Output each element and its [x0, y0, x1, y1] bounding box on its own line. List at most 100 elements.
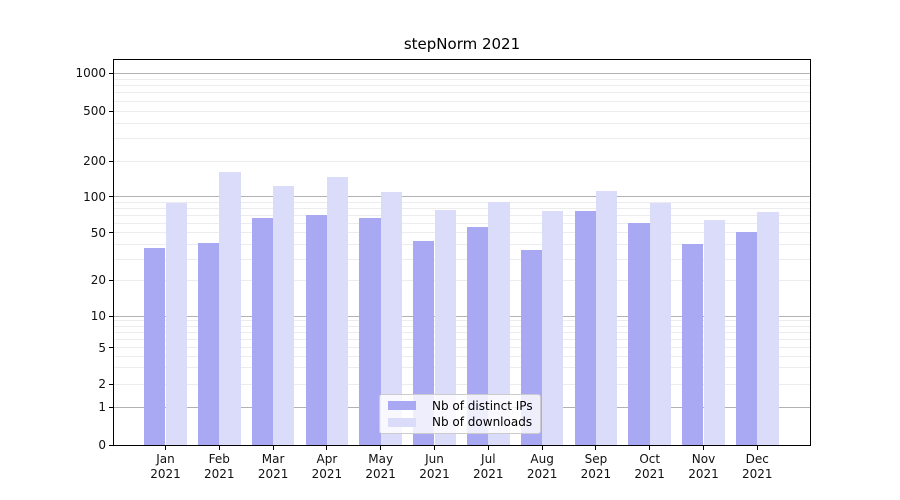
y-axis-tick	[109, 279, 113, 281]
legend-entry-downloads: Nb of downloads	[388, 415, 532, 429]
bar-downloads	[380, 191, 403, 445]
minor-gridline	[114, 100, 810, 102]
minor-gridline	[114, 122, 810, 124]
minor-gridline	[114, 331, 810, 333]
x-axis-tick-label: Dec 2021	[742, 452, 773, 481]
x-axis-tick	[756, 446, 758, 450]
y-axis-tick-label: 200	[83, 154, 106, 168]
bar-downloads	[542, 210, 564, 445]
x-axis-tick-label: May 2021	[365, 452, 396, 481]
bar-distinct-ips	[735, 231, 758, 445]
minor-gridline	[114, 222, 810, 224]
x-axis-tick	[434, 446, 435, 450]
x-axis-tick-label: Apr 2021	[311, 452, 343, 481]
x-axis-tick-label: Feb 2021	[204, 452, 235, 481]
minor-gridline	[114, 78, 810, 80]
y-axis-tick-label: 100	[83, 189, 106, 204]
minor-gridline	[114, 325, 810, 327]
x-axis-tick	[649, 446, 651, 450]
y-axis-tick	[109, 110, 113, 112]
x-axis-tick	[272, 446, 274, 450]
x-axis-tick	[380, 446, 382, 450]
minor-gridline	[114, 207, 810, 209]
y-axis-tick	[109, 315, 113, 317]
legend-swatch-distinct-ips	[388, 401, 416, 411]
y-axis-tick	[109, 72, 113, 74]
minor-gridline	[114, 243, 810, 245]
minor-gridline	[114, 367, 810, 369]
y-axis-tick-label: 20	[90, 273, 106, 287]
minor-gridline	[114, 347, 810, 349]
bar-distinct-ips	[413, 240, 435, 445]
legend-label-downloads: Nb of downloads	[432, 415, 533, 430]
y-axis-tick-label: 50	[90, 225, 106, 240]
minor-gridline	[114, 110, 810, 112]
x-axis-tick-label: Jan 2021	[150, 452, 181, 481]
chart-title: stepNorm 2021	[403, 35, 521, 53]
x-axis-tick-label: Oct 2021	[634, 452, 665, 481]
minor-gridline	[114, 320, 810, 322]
minor-gridline	[114, 201, 810, 203]
minor-gridline	[114, 258, 810, 260]
bar-distinct-ips	[305, 215, 327, 445]
x-axis-tick-label: Jun 2021	[419, 452, 450, 481]
minor-gridline	[114, 138, 810, 140]
plot-area	[113, 59, 811, 446]
x-axis-tick	[218, 446, 220, 450]
minor-gridline	[114, 160, 810, 162]
y-axis-tick-label: 0	[98, 438, 106, 452]
major-gridline	[114, 196, 810, 198]
x-axis-tick-label: Jul 2021	[473, 452, 504, 481]
y-axis-tick-label: 5	[98, 340, 106, 355]
bar-downloads	[757, 211, 779, 445]
legend: Nb of distinct IPs Nb of downloads	[379, 394, 541, 434]
legend-label-distinct-ips: Nb of distinct IPs	[432, 398, 533, 413]
minor-gridline	[114, 232, 810, 234]
y-axis-tick	[109, 232, 113, 234]
major-gridline	[114, 315, 810, 317]
x-axis-tick-label: Nov 2021	[688, 452, 719, 481]
bar-downloads	[273, 186, 295, 445]
x-axis-tick-label: Mar 2021	[257, 452, 289, 481]
legend-swatch-downloads	[388, 417, 416, 427]
x-axis-tick	[487, 446, 489, 450]
bar-downloads	[488, 202, 510, 445]
legend-entry-distinct-ips: Nb of distinct IPs	[388, 398, 533, 413]
x-axis-tick	[165, 446, 166, 450]
bar-distinct-ips	[574, 210, 596, 445]
y-axis-tick	[109, 347, 113, 349]
minor-gridline	[114, 214, 810, 216]
x-axis-tick	[703, 446, 704, 450]
y-axis-tick	[109, 160, 113, 162]
bar-distinct-ips	[682, 244, 704, 445]
minor-gridline	[114, 84, 810, 86]
x-axis-tick	[326, 446, 328, 450]
minor-gridline	[114, 92, 810, 94]
major-gridline	[114, 72, 810, 74]
y-axis-tick	[109, 406, 113, 408]
bar-distinct-ips	[359, 218, 381, 445]
y-axis-tick-label: 2	[98, 377, 106, 391]
x-axis-tick	[541, 446, 543, 450]
bar-downloads	[595, 191, 618, 445]
minor-gridline	[114, 356, 810, 358]
minor-gridline	[114, 383, 810, 385]
bar-downloads	[649, 202, 672, 445]
y-axis-tick	[109, 196, 113, 198]
bar-distinct-ips	[628, 223, 650, 445]
bar-downloads	[434, 210, 456, 445]
bar-distinct-ips	[251, 217, 274, 445]
y-axis-tick-label: 1000	[75, 66, 106, 81]
y-axis-tick-label: 1	[98, 400, 106, 415]
bar-distinct-ips	[466, 226, 489, 445]
y-axis-tick-label: 10	[90, 309, 106, 323]
minor-gridline	[114, 279, 810, 281]
x-axis-tick	[595, 446, 597, 450]
bar-downloads	[165, 203, 187, 445]
x-axis-tick-label: Sep 2021	[580, 452, 612, 481]
bar-downloads	[326, 176, 349, 445]
bar-downloads	[703, 219, 725, 445]
y-axis-tick	[109, 444, 113, 446]
x-axis-tick-label: Aug 2021	[526, 452, 558, 481]
